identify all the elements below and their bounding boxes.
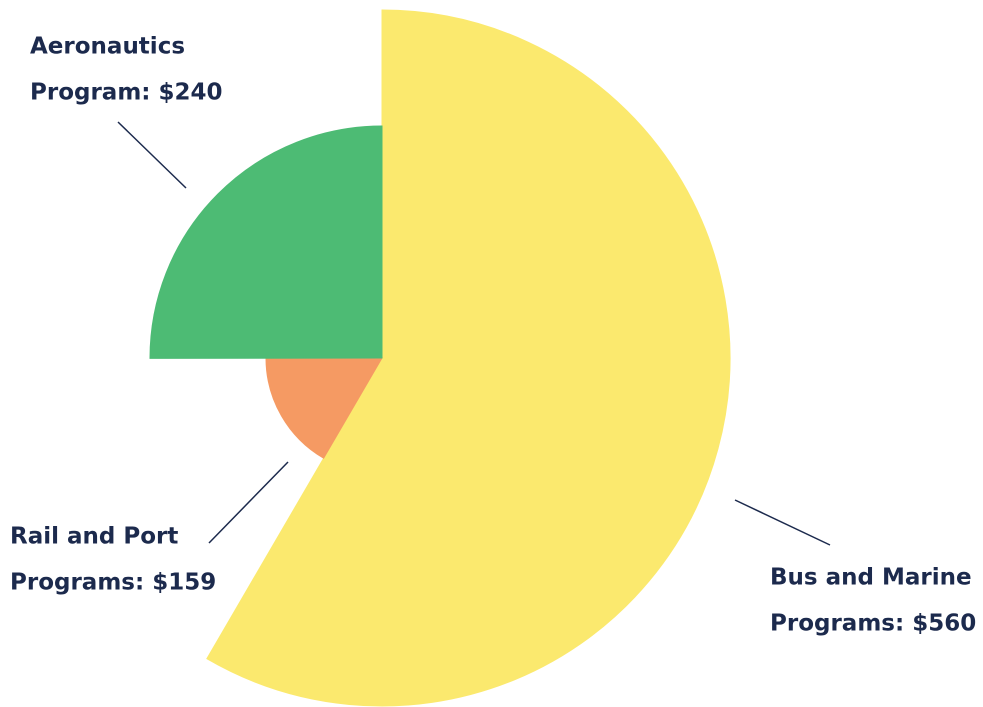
leader-line bbox=[734, 499, 831, 546]
leader-line bbox=[208, 461, 289, 544]
slice-label: Aeronautics bbox=[30, 34, 185, 60]
leader-line bbox=[117, 121, 187, 189]
slice-label: Rail and Port bbox=[10, 524, 178, 550]
pie-slice bbox=[265, 357, 383, 459]
pie-slice bbox=[149, 125, 383, 359]
slice-label: Program: $240 bbox=[30, 80, 223, 106]
slice-label: Programs: $560 bbox=[770, 611, 976, 637]
slice-label: Bus and Marine bbox=[770, 565, 972, 591]
pie-slice bbox=[206, 9, 731, 707]
slice-label: Programs: $159 bbox=[10, 570, 216, 596]
